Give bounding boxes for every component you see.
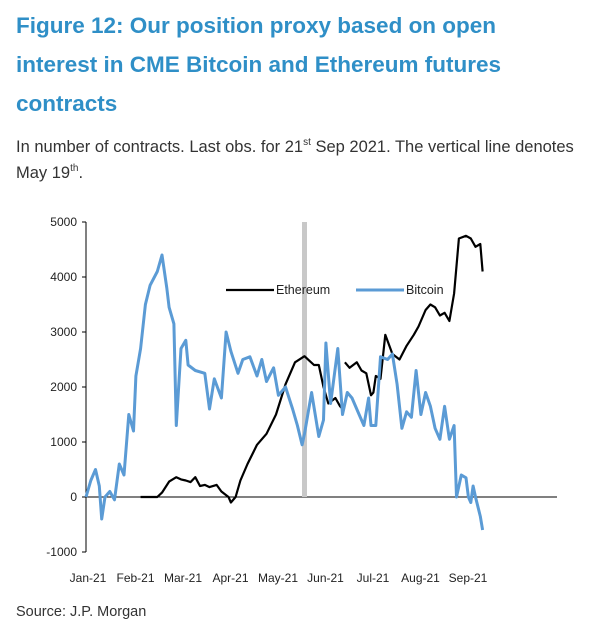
x-tick-label: Aug-21 [401, 571, 440, 585]
x-tick-label: Jun-21 [307, 571, 344, 585]
subtitle-text-b: Sep 2021. The vertical line denotes May … [16, 138, 574, 182]
legend-label-bitcoin: Bitcoin [406, 283, 444, 297]
y-tick-label: 5000 [50, 215, 77, 229]
x-tick-label: Jul-21 [357, 571, 390, 585]
figure-title: Figure 12: Our position proxy based on o… [16, 13, 502, 116]
subtitle-text-a: In number of contracts. Last obs. for 21 [16, 138, 304, 156]
subtitle-superscript-th: th [70, 163, 79, 174]
chart-legend: Ethereum Bitcoin [226, 283, 444, 297]
subtitle-superscript-st: st [303, 137, 311, 148]
series-line-ethereum-0 [140, 355, 344, 504]
chart-series [84, 234, 485, 531]
chart-axes: -1000 0 1000 2000 3000 4000 5000 Jan-21 Feb-21 Ma… [46, 215, 557, 585]
subtitle-text-c: . [78, 164, 84, 182]
vertical-marker-line [302, 222, 307, 497]
y-tick-label: 0 [70, 490, 77, 504]
x-tick-label: Feb-21 [116, 571, 154, 585]
x-tick-label: Jan-21 [70, 571, 107, 585]
legend-label-ethereum: Ethereum [276, 283, 330, 297]
y-tick-label: 3000 [50, 325, 77, 339]
y-tick-label: 2000 [50, 380, 77, 394]
x-tick-label: May-21 [258, 571, 298, 585]
chart-subtitle: In number of contracts. Last obs. for 21… [16, 134, 586, 186]
x-tick-label: Sep-21 [449, 571, 488, 585]
y-tick-label: -1000 [46, 545, 77, 559]
x-tick-label: Apr-21 [212, 571, 248, 585]
x-tick-label: Mar-21 [164, 571, 202, 585]
y-tick-label: 1000 [50, 435, 77, 449]
source-note: Source: J.P. Morgan [16, 604, 147, 620]
y-tick-label: 4000 [50, 270, 77, 284]
series-line-ethereum-1 [344, 234, 484, 397]
series-line-bitcoin-2 [84, 253, 485, 531]
